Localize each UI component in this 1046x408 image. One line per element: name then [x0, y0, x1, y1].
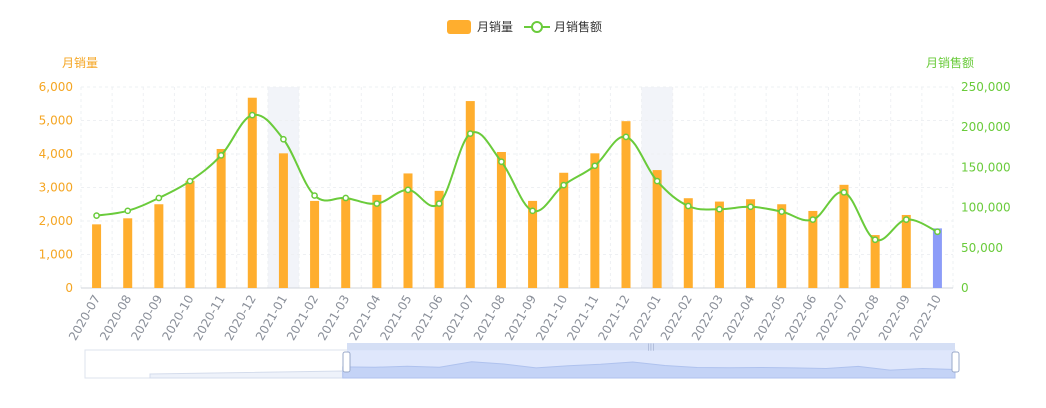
sales-point-2021-08[interactable] — [498, 158, 505, 166]
bar-2021-03[interactable] — [341, 197, 351, 288]
legend-line-marker — [531, 21, 543, 33]
sales-point-2021-09[interactable] — [529, 207, 536, 215]
sales-point-2020-08[interactable] — [124, 207, 132, 215]
sales-point-2022-06[interactable] — [809, 216, 817, 224]
sales-point-2022-07[interactable] — [840, 188, 848, 196]
sales-point-2021-03[interactable] — [342, 194, 350, 202]
bar-2021-07[interactable] — [465, 101, 475, 288]
bar-2021-04[interactable] — [372, 194, 382, 288]
bar-2022-10[interactable] — [932, 228, 942, 288]
legend-item-bar[interactable]: 月销量 — [447, 20, 513, 34]
bar-2022-06[interactable] — [808, 210, 818, 288]
sales-point-2020-11[interactable] — [217, 151, 225, 159]
sales-point-2022-08[interactable] — [871, 236, 879, 244]
sales-point-2021-10[interactable] — [560, 181, 568, 189]
sales-point-2021-07[interactable] — [466, 130, 474, 137]
left-axis-ticks: 0 1,000 2,000 3,000 4,000 5,000 6,000 — [39, 80, 73, 295]
left-tick-label: 5,000 — [39, 114, 73, 128]
bar-2020-07[interactable] — [92, 224, 102, 288]
right-tick-label: 250,000 — [961, 80, 1011, 94]
sales-point-2022-02[interactable] — [684, 202, 692, 210]
sales-line-path — [96, 113, 938, 242]
legend[interactable]: 月销量 月销售额 — [447, 19, 602, 34]
bar-2020-09[interactable] — [154, 204, 164, 288]
bar-2021-05[interactable] — [403, 173, 413, 288]
bar-2020-11[interactable] — [216, 148, 226, 288]
data-zoom-right-handle[interactable] — [951, 351, 960, 373]
right-tick-label: 200,000 — [961, 120, 1011, 134]
left-tick-label: 0 — [65, 281, 73, 295]
sales-point-2020-07[interactable] — [93, 212, 100, 219]
data-zoom-slider[interactable]: ||| — [84, 343, 960, 379]
category-axis-labels: 2020-072020-082020-092020-102020-112020-… — [66, 293, 944, 343]
bar-2022-04[interactable] — [746, 199, 756, 288]
right-tick-label: 100,000 — [961, 201, 1011, 215]
right-tick-label: 150,000 — [961, 160, 1011, 174]
left-tick-label: 3,000 — [39, 181, 73, 195]
sales-point-2021-11[interactable] — [591, 162, 599, 170]
bar-2021-09[interactable] — [528, 200, 538, 288]
right-tick-label: 50,000 — [961, 241, 1003, 255]
left-tick-label: 2,000 — [39, 214, 73, 228]
left-tick-label: 4,000 — [39, 147, 73, 161]
left-tick-label: 6,000 — [39, 80, 73, 94]
bar-2020-08[interactable] — [123, 218, 133, 288]
sales-point-2020-10[interactable] — [186, 177, 194, 185]
right-axis-ticks: 0 50,000 100,000 150,000 200,000 250,000 — [961, 80, 1011, 295]
sales-point-2021-06[interactable] — [435, 200, 443, 207]
bar-2022-08[interactable] — [870, 235, 880, 288]
sales-point-2021-05[interactable] — [404, 186, 412, 194]
left-tick-label: 1,000 — [39, 248, 73, 262]
legend-item-line[interactable]: 月销售额 — [524, 19, 602, 34]
bar-2021-01[interactable] — [278, 153, 288, 288]
bar-2021-12[interactable] — [621, 121, 631, 288]
sales-point-2022-10[interactable] — [934, 228, 941, 236]
sales-point-2020-12[interactable] — [248, 111, 256, 119]
bar-2020-12[interactable] — [247, 97, 257, 288]
bar-series — [92, 97, 942, 288]
sales-point-2022-04[interactable] — [747, 203, 754, 211]
sales-point-2021-02[interactable] — [311, 192, 318, 199]
bar-2021-10[interactable] — [559, 172, 569, 288]
right-tick-label: 0 — [961, 281, 969, 295]
sales-point-2021-12[interactable] — [622, 133, 630, 141]
legend-bar-label: 月销量 — [477, 20, 513, 34]
right-axis-title: 月销售额 — [926, 55, 974, 70]
bar-2022-09[interactable] — [901, 214, 911, 288]
sales-point-2022-05[interactable] — [778, 208, 786, 215]
bar-2022-02[interactable] — [683, 198, 693, 288]
bar-2021-06[interactable] — [434, 190, 444, 288]
sales-point-2022-09[interactable] — [902, 216, 910, 224]
legend-line-label: 月销售额 — [554, 19, 602, 34]
sales-point-2020-09[interactable] — [155, 194, 163, 202]
data-zoom-grip-icon: ||| — [647, 343, 654, 351]
bar-2020-10[interactable] — [185, 180, 195, 288]
bar-2021-02[interactable] — [310, 200, 320, 288]
grid-lines — [80, 86, 954, 289]
sales-point-2022-03[interactable] — [716, 205, 723, 213]
bar-2022-01[interactable] — [652, 170, 662, 288]
data-zoom-selected-preview — [342, 361, 956, 379]
left-axis-title: 月销量 — [62, 56, 98, 70]
data-zoom-top-bar[interactable] — [347, 343, 955, 350]
legend-bar-swatch — [447, 20, 471, 34]
bar-2022-07[interactable] — [839, 184, 849, 288]
bar-2022-05[interactable] — [777, 204, 787, 288]
bar-2021-11[interactable] — [590, 153, 600, 288]
bar-2021-08[interactable] — [496, 151, 506, 288]
sales-point-2021-04[interactable] — [373, 200, 381, 207]
bar-2022-03[interactable] — [714, 201, 724, 288]
line-series — [93, 111, 941, 244]
data-zoom-left-handle[interactable] — [342, 351, 351, 373]
sales-point-2022-01[interactable] — [653, 177, 661, 185]
sales-point-2021-01[interactable] — [280, 135, 287, 143]
